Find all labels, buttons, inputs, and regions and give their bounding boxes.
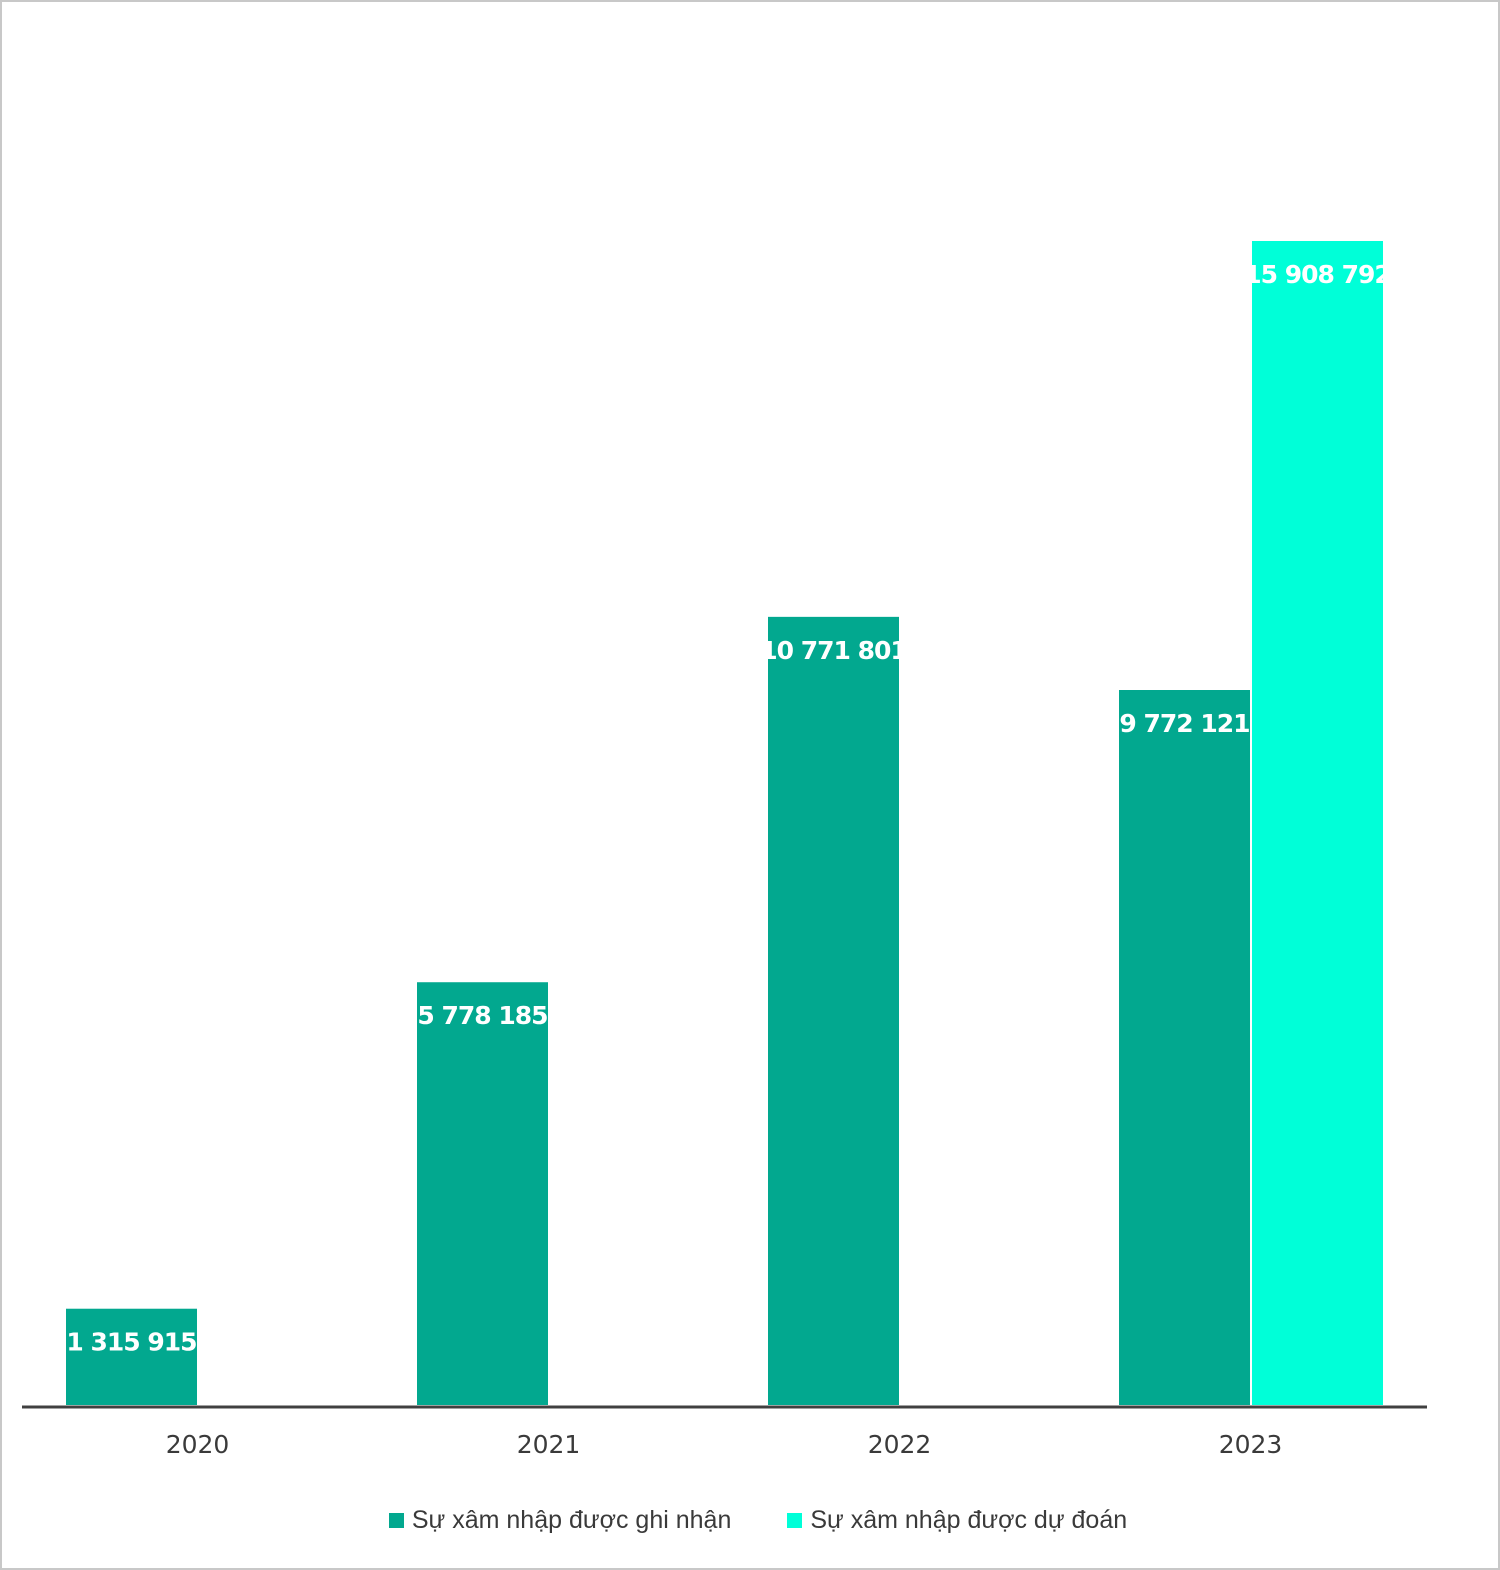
legend-label-predicted: Sự xâm nhập được dự đoán: [810, 1505, 1128, 1534]
data-label-2023-series-0: 9 772 121: [1119, 709, 1249, 738]
legend-label-recorded: Sự xâm nhập được ghi nhận: [411, 1505, 732, 1534]
x-tick-label-2023: 2023: [1219, 1430, 1283, 1459]
bar-2021-series-0: [417, 982, 548, 1405]
data-labels-group: 1 315 915 5 778 185 10 771 801 9 772 121 15 …: [66, 260, 1391, 1357]
legend-item-recorded: Sự xâm nhập được ghi nhận: [388, 1505, 732, 1535]
legend-item-predicted: Sự xâm nhập được dự đoán: [787, 1506, 1127, 1535]
legend-swatch-recorded: [388, 1512, 404, 1528]
legend-swatch-predicted: [787, 1512, 803, 1528]
bar-2020-series-0: [66, 1308, 197, 1405]
data-label-2021-series-0: 5 778 185: [417, 1001, 547, 1030]
x-tick-labels-group: 2020 2021 2022 2023: [166, 1430, 1283, 1459]
data-label-2020-series-0: 1 315 915: [66, 1328, 196, 1357]
bar-2023-series-0: [1119, 690, 1250, 1405]
bar-chart: 1 315 915 5 778 185 10 771 801 9 772 121 15 …: [22, 241, 1427, 1459]
bar-2022-series-0: [768, 616, 899, 1405]
bar-2023-series-1: [1252, 241, 1383, 1405]
legend: Sự xâm nhập được ghi nhận Sự xâm nhập đư…: [0, 1500, 1500, 1540]
x-tick-label-2020: 2020: [166, 1430, 230, 1459]
data-label-2022-series-0: 10 771 801: [760, 636, 907, 665]
x-tick-label-2022: 2022: [868, 1430, 932, 1459]
data-label-2023-series-1: 15 908 792: [1244, 260, 1391, 289]
bars-group: [66, 241, 1383, 1405]
x-tick-label-2021: 2021: [517, 1430, 581, 1459]
